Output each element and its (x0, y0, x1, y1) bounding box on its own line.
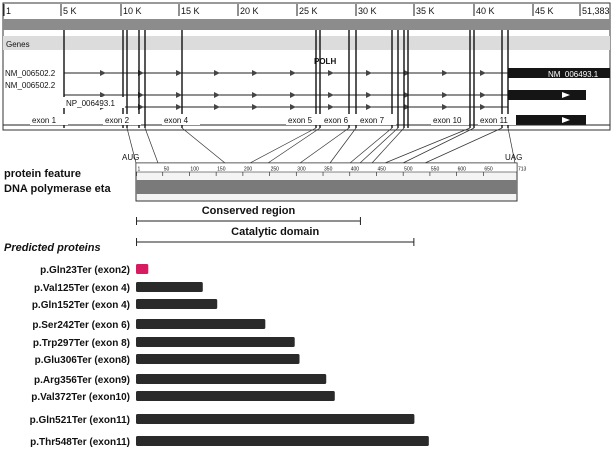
exon-label: exon 7 (360, 116, 385, 125)
domain-label: Conserved region (202, 205, 296, 217)
transcript-2-label: NM_006502.2 (5, 81, 56, 90)
protein-tick-label: 400 (351, 167, 360, 173)
protein-label: p.Gln23Ter (exon2) (40, 265, 130, 276)
domain-bracket: Catalytic domain (136, 226, 415, 246)
genome-tick-label: 35 K (416, 6, 435, 16)
protein-label: p.Thr548Ter (exon11) (30, 437, 130, 448)
protein-bar (136, 414, 415, 424)
protein-label: p.Glu306Ter (exon8) (35, 355, 130, 366)
genome-tick-label: 1 (6, 6, 11, 16)
protein-bar (136, 264, 149, 274)
protein-label: p.Val125Ter (exon 4) (34, 283, 130, 294)
protein-axis: 1 50 100 150 200 250 300 350 400 450 500 550 600 650 7… (135, 162, 527, 202)
domain-brackets: Conserved region Catalytic domain (136, 205, 415, 246)
protein-bar (136, 299, 218, 309)
gene-name-label: POLH (314, 57, 336, 66)
protein-bar (136, 319, 266, 329)
protein-bar (136, 391, 335, 401)
protein-label: p.Gln521Ter (exon11) (30, 415, 130, 426)
protein-tick-label: 713 (518, 167, 527, 173)
protein-row: p.Gln521Ter (exon11) (30, 414, 415, 426)
protein-row: p.Ser242Ter (exon 6) (32, 319, 266, 331)
protein-bar (136, 354, 300, 364)
genome-tick-label: 40 K (476, 6, 495, 16)
predicted-protein-list: p.Gln23Ter (exon2) p.Val125Ter (exon 4) p.… (30, 264, 429, 448)
protein-tick-label: 650 (484, 167, 493, 173)
protein-tick-label: 150 (217, 167, 226, 173)
protein-feature-label: protein feature (4, 168, 81, 180)
exon-label: exon 1 (32, 116, 57, 125)
protein-row: p.Gln23Ter (exon2) (40, 264, 149, 276)
exon-label: exon 2 (105, 116, 130, 125)
exon-protein-connectors (126, 127, 516, 164)
stop-codon-label: UAG (505, 153, 522, 162)
genome-tick-label: 15 K (181, 6, 200, 16)
genome-tick-label: 5 K (63, 6, 77, 16)
protein-row: p.Thr548Ter (exon11) (30, 436, 429, 448)
protein-tick-label: 550 (431, 167, 440, 173)
exon-label: exon 6 (324, 116, 349, 125)
transcript-1-right-label: NM_006493.1 (548, 70, 599, 79)
protein-label: p.Arg356Ter (exon9) (34, 375, 130, 386)
protein-label: p.Val372Ter (exon10) (31, 392, 130, 403)
protein-row: p.Arg356Ter (exon9) (34, 374, 327, 386)
genome-tick-label: 20 K (240, 6, 259, 16)
genes-strip (3, 36, 610, 50)
predicted-proteins-title: Predicted proteins (4, 242, 101, 254)
exon-label: exon 11 (480, 116, 508, 125)
genome-tick-label: 45 K (535, 6, 554, 16)
protein-tick-label: 300 (297, 167, 306, 173)
protein-name-label: DNA polymerase eta (4, 183, 111, 195)
protein-label: p.Trp297Ter (exon 8) (33, 338, 130, 349)
protein-tick-label: 1 (138, 167, 141, 173)
exon-label: exon 5 (288, 116, 313, 125)
protein-tick-label: 200 (244, 167, 253, 173)
genome-tick-label: 30 K (358, 6, 377, 16)
protein-row: p.Val372Ter (exon10) (31, 391, 335, 403)
genome-tick-label: 10 K (123, 6, 142, 16)
protein-bar (136, 436, 429, 446)
protein-tick-label: 50 (164, 167, 170, 173)
protein-bar (136, 337, 295, 347)
protein-row: p.Glu306Ter (exon8) (35, 354, 300, 366)
start-codon-label: AUG (122, 153, 139, 162)
protein-bar (136, 374, 327, 384)
protein-tick-label: 250 (271, 167, 280, 173)
protein-row: p.Val125Ter (exon 4) (34, 282, 203, 294)
transcript-1-label: NM_006502.2 (5, 69, 56, 78)
genome-tick-label: 51,383 (582, 6, 610, 16)
ruler-band (3, 19, 610, 30)
transcript-3-label: NP_006493.1 (66, 99, 115, 108)
protein-bar (136, 282, 203, 292)
protein-label: p.Gln152Ter (exon 4) (32, 300, 130, 311)
protein-tick-label: 600 (458, 167, 467, 173)
domain-label: Catalytic domain (231, 226, 319, 238)
exon-markers (63, 30, 509, 128)
exon-label: exon 10 (433, 116, 462, 125)
protein-tick-label: 350 (324, 167, 333, 173)
protein-tick-label: 500 (404, 167, 413, 173)
exon-labels: exon 1 exon 2 exon 4 exon 5 exon 6 exon 7 exon… (30, 114, 516, 125)
genome-tick-label: 25 K (299, 6, 318, 16)
protein-tick-label: 450 (377, 167, 386, 173)
protein-tick-label: 100 (190, 167, 199, 173)
protein-row: p.Gln152Ter (exon 4) (32, 299, 218, 311)
protein-row: p.Trp297Ter (exon 8) (33, 337, 295, 349)
genes-label: Genes (6, 40, 30, 49)
protein-axis-ticks: 1 50 100 150 200 250 300 350 400 450 500 550 600 650 7… (136, 167, 527, 176)
protein-label: p.Ser242Ter (exon 6) (32, 320, 130, 331)
exon-label: exon 4 (164, 116, 189, 125)
domain-bracket: Conserved region (136, 205, 361, 225)
